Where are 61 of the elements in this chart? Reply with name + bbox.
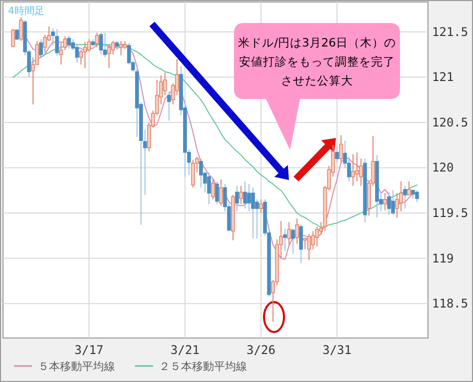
y-tick-label: 119 — [432, 251, 454, 266]
candlestick — [11, 28, 15, 48]
candlestick — [55, 28, 59, 56]
candlestick — [391, 190, 395, 216]
candlestick — [107, 44, 111, 69]
candlestick — [291, 228, 295, 254]
y-tick-label: 118.5 — [432, 296, 468, 311]
candlestick — [19, 16, 23, 42]
candlestick — [407, 180, 411, 196]
candlestick — [339, 134, 343, 164]
y-tick-label: 120.5 — [432, 115, 468, 130]
candlestick — [83, 41, 87, 69]
candlestick — [387, 192, 391, 216]
candlestick — [99, 32, 103, 56]
candlestick — [299, 224, 303, 264]
candlestick — [167, 91, 171, 122]
candlestick — [335, 146, 339, 164]
candlestick — [287, 222, 291, 246]
candlestick — [239, 185, 243, 204]
candlestick — [383, 192, 387, 211]
annotation: 米ドル/円は3月26日（木）の安値打診をもって調整を完了させた公算大 — [238, 36, 396, 88]
legend-label: ５本移動平均線 — [38, 360, 115, 373]
candlestick — [199, 158, 203, 188]
candlestick — [235, 185, 239, 212]
candlestick — [283, 228, 287, 252]
candlestick — [403, 185, 407, 209]
x-tick-label: 3/26 — [246, 343, 276, 357]
candlestick — [251, 187, 255, 239]
candlestick — [307, 233, 311, 261]
y-tick-label: 119.5 — [432, 206, 468, 220]
candlestick — [411, 188, 415, 200]
y-tick-label: 120 — [432, 160, 454, 175]
candlestick — [119, 40, 123, 56]
candlestick — [355, 152, 359, 182]
candlestick — [215, 180, 219, 204]
candlestick — [103, 32, 107, 58]
candlestick — [211, 178, 215, 200]
candlestick — [259, 198, 263, 214]
candlestick — [351, 154, 355, 186]
candlestick — [15, 28, 19, 41]
candlestick — [303, 236, 307, 250]
candlestick — [219, 179, 223, 206]
candlestick — [67, 35, 71, 49]
candlestick — [415, 190, 419, 203]
x-tick-label: 3/17 — [74, 343, 104, 357]
y-tick-label: 121 — [432, 70, 454, 84]
y-tick-label: 121.5 — [432, 24, 468, 39]
candlestick — [247, 184, 251, 212]
x-tick-label: 3/31 — [322, 343, 352, 357]
candlestick — [191, 159, 195, 188]
legend-label: ２５本移動平均線 — [159, 360, 247, 373]
candlestick — [95, 32, 99, 48]
candlestick — [243, 180, 247, 209]
candlestick — [115, 40, 119, 50]
x-tick-label: 3/21 — [170, 343, 200, 357]
candlestick — [207, 172, 211, 204]
chart-title: 4時間足 — [8, 5, 44, 17]
candlestick — [295, 218, 299, 244]
candlestick — [39, 38, 43, 58]
candlestick — [75, 43, 79, 64]
candlestick — [315, 226, 319, 248]
